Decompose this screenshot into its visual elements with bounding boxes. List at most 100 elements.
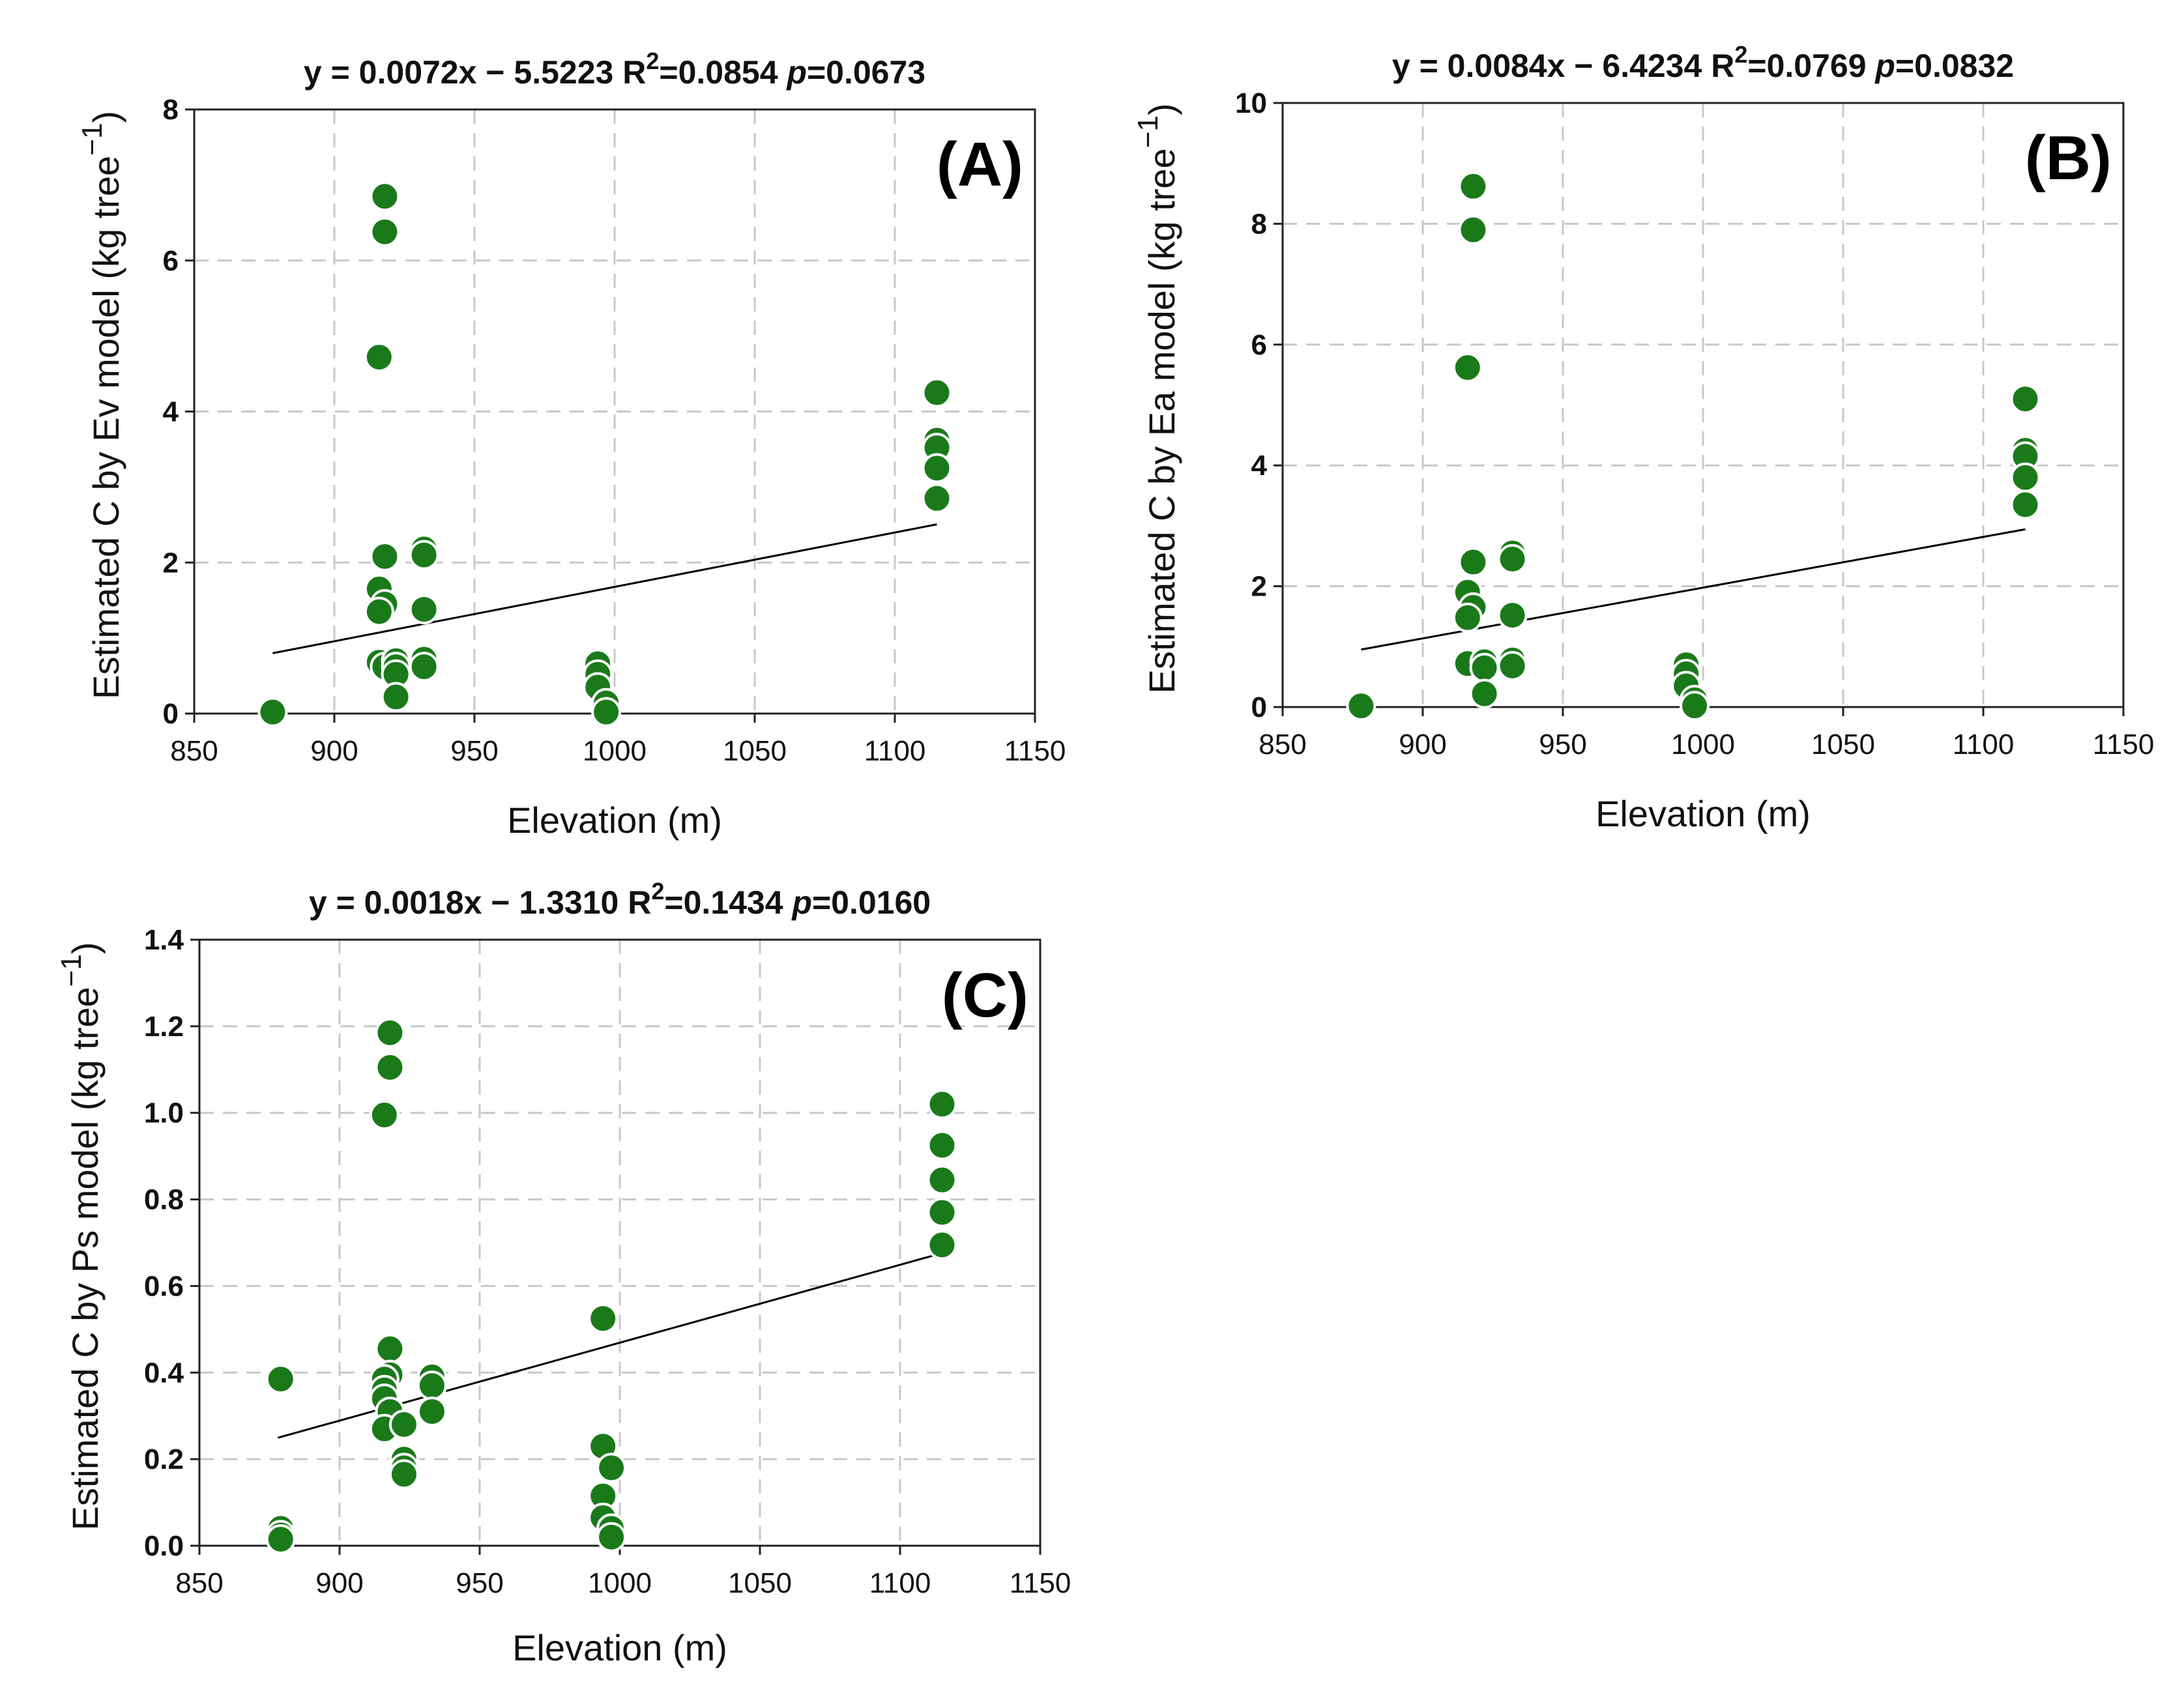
y-tick-label: 4 [163,396,179,428]
x-tick-label: 950 [1539,729,1586,760]
data-point [388,1410,419,1440]
data-point [927,1130,957,1161]
y-tick-label: 0.8 [144,1184,184,1216]
data-point [591,697,622,727]
ylabel-text: Estimated C by Ps model (kg tree [65,987,106,1530]
data-point [364,342,394,373]
y-tick-label: 0.2 [144,1443,184,1475]
data-point [416,1370,447,1401]
ylabel-superscript: −1 [76,123,108,156]
ylabel-text: Estimated C by Ev model (kg tree [85,156,126,699]
x-tick-label: 1050 [728,1567,792,1599]
ylabel-close: ) [85,111,126,123]
data-point [2010,489,2041,520]
data-point [375,1017,405,1048]
data-point [1680,691,1710,721]
y-tick-label: 8 [1251,208,1267,240]
chart-c-svg: 850 900 950 1000 1050 1100 1150 0.0 0.2 0.4 0.6 0.8… [55,878,1071,1668]
y-tick-label: 0 [163,698,179,730]
panel-label-c: (C) [942,961,1028,1030]
data-point [265,1364,296,1395]
y-tick-label: 1.2 [144,1011,184,1043]
x-tick-label: 1000 [588,1567,652,1599]
title-r2-superscript: 2 [1734,41,1747,68]
y-tick-label: 10 [1235,87,1267,119]
x-tick-label: 1100 [864,735,926,767]
title-p-value: =0.0673 [807,54,925,91]
data-point [922,453,952,484]
data-point [1497,543,1528,574]
y-tick-label: 0.0 [144,1530,184,1562]
data-point [1458,214,1489,245]
plot-frame [1281,102,2125,708]
chart-a-title: y = 0.0072x − 5.5223 R2=0.0854 p=0.0673 [304,48,925,91]
title-r2-value: =0.1434 [664,884,792,921]
data-point [1452,602,1483,633]
y-tick-label: 4 [1251,450,1268,482]
ylabel-superscript: −1 [55,954,87,987]
ylabel-close: ) [65,942,106,955]
chart-a-ylabel: Estimated C by Ev model (kg tree−1) [76,111,126,699]
y-tick-label: 1.4 [144,924,184,956]
x-tick-label: 1150 [1004,735,1066,767]
panel-label-b: (B) [2025,123,2112,193]
data-point [1469,652,1500,683]
y-tick-label: 6 [163,245,179,277]
data-point [370,181,400,212]
y-tick-label: 6 [1251,329,1267,361]
chart-panel-a: 850 900 950 1000 1050 1100 1150 0 2 4 6 8 y = 0.0072… [0,0,1082,841]
title-equation: y = 0.0084x − 6.4234 R [1392,48,1734,84]
data-point [1469,678,1500,709]
title-r2-superscript: 2 [651,878,664,904]
x-tick-label: 850 [170,735,218,767]
regression-line [272,523,937,654]
data-point [416,1396,447,1427]
data-point [1458,171,1489,201]
x-tick-label: 900 [310,735,358,767]
chart-c-title: y = 0.0018x − 1.3310 R2=0.1434 p=0.0160 [309,878,931,921]
title-p-value: =0.0832 [1895,48,2014,84]
data-point [1346,691,1376,721]
data-point [596,1453,627,1483]
y-tick-label: 2 [163,547,179,579]
x-tick-label: 1050 [723,735,787,767]
x-tick-label: 850 [1259,729,1306,760]
x-tick-label: 950 [450,735,498,767]
title-p-label: p [785,54,807,91]
data-point [370,541,400,572]
x-tick-label: 1150 [2093,729,2155,760]
panel-label-a: (A) [937,130,1023,199]
chart-a-xlabel: Elevation (m) [507,800,722,841]
x-tick-label: 1100 [869,1567,931,1599]
x-tick-label: 850 [175,1567,223,1599]
title-r2-value: =0.0769 [1747,48,1875,84]
data-point [257,697,288,727]
title-p-label: p [791,884,812,921]
title-p-label: p [1874,48,1895,84]
data-point [588,1303,619,1334]
data-point [409,540,439,570]
data-point [375,1052,405,1082]
data-point [409,652,439,682]
x-tick-label: 1100 [1953,729,2015,760]
ylabel-superscript: −1 [1132,115,1164,148]
data-point [265,1524,296,1555]
y-tick-label: 2 [1251,571,1267,603]
data-point [370,216,400,247]
plot-frame [198,938,1041,1547]
title-r2-value: =0.0854 [659,54,787,91]
data-point [364,596,394,627]
chart-b-title: y = 0.0084x − 6.4234 R2=0.0769 p=0.0832 [1392,41,2014,84]
data-point [1458,547,1489,577]
x-tick-label: 900 [1399,729,1446,760]
data-point [927,1165,957,1195]
chart-b-ylabel: Estimated C by Ea model (kg tree−1) [1132,103,1182,693]
ylabel-close: ) [1141,103,1182,115]
x-tick-label: 900 [315,1567,363,1599]
y-tick-label: 0.4 [144,1357,184,1389]
data-point [409,594,439,625]
chart-b-xlabel: Elevation (m) [1595,793,1811,834]
data-point [381,682,411,712]
data-point [1452,353,1483,383]
data-point [2010,462,2041,493]
